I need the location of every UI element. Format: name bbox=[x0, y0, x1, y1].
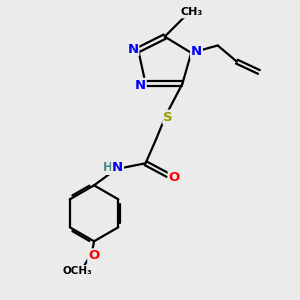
Text: O: O bbox=[88, 249, 99, 262]
Text: N: N bbox=[128, 43, 139, 56]
Text: N: N bbox=[112, 161, 123, 174]
Text: CH₃: CH₃ bbox=[181, 8, 203, 17]
Text: O: O bbox=[169, 171, 180, 184]
Text: N: N bbox=[191, 45, 202, 58]
Text: OCH₃: OCH₃ bbox=[63, 266, 92, 276]
Text: H: H bbox=[103, 161, 113, 174]
Text: S: S bbox=[163, 110, 173, 124]
Text: N: N bbox=[135, 79, 146, 92]
